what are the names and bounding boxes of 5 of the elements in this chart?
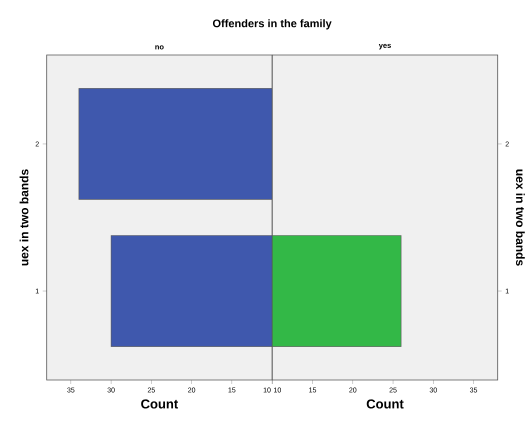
x-axis-title: Count bbox=[366, 399, 404, 409]
y-axis-title: uex in two bands bbox=[20, 169, 28, 266]
chart-title: Offenders in the family bbox=[212, 19, 332, 30]
y-axis-title: uex in two bands bbox=[516, 170, 525, 266]
x-axis-title: Count bbox=[141, 399, 178, 409]
